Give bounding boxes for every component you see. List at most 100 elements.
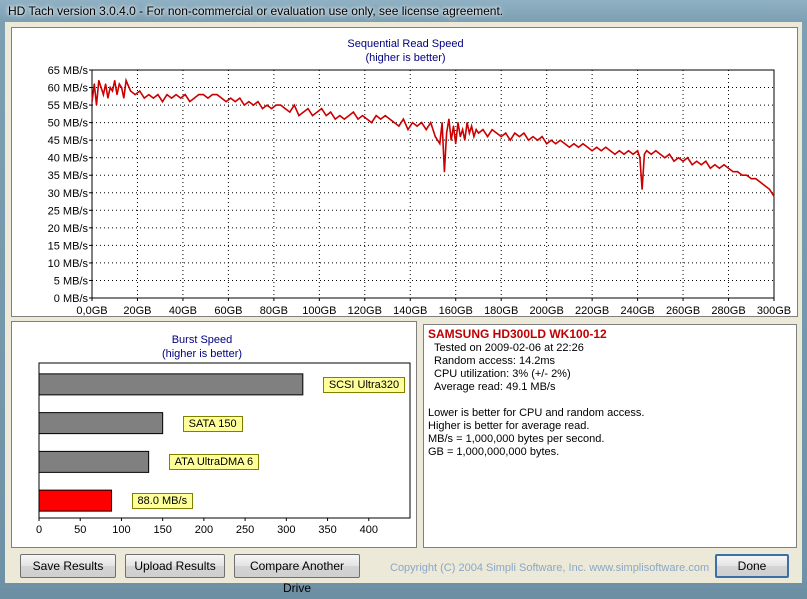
seq-read-data-point bbox=[452, 125, 455, 127]
seq-read-data-point bbox=[389, 118, 391, 120]
seq-read-data-point bbox=[646, 150, 648, 152]
seq-read-data-point bbox=[170, 97, 173, 99]
copyright-text: Copyright (C) 2004 Simpli Software, Inc.… bbox=[390, 562, 710, 574]
seq-y-tick-label: 55 MB/s bbox=[48, 100, 89, 112]
seq-read-data-point bbox=[134, 93, 136, 96]
seq-read-data-point bbox=[746, 174, 748, 176]
seq-read-data-point bbox=[559, 139, 561, 141]
seq-x-tick-label: 300GB bbox=[757, 305, 791, 316]
seq-y-tick-label: 15 MB/s bbox=[48, 240, 89, 252]
seq-y-tick-label: 35 MB/s bbox=[48, 170, 89, 182]
seq-read-data-point bbox=[532, 136, 534, 138]
burst-reference-bar bbox=[38, 412, 164, 435]
window-title: HD Tach version 3.0.4.0 - For non-commer… bbox=[8, 4, 504, 18]
seq-read-data-point bbox=[252, 104, 255, 106]
seq-y-tick-label: 45 MB/s bbox=[48, 135, 89, 147]
seq-read-data-point bbox=[125, 79, 127, 82]
seq-read-data-point bbox=[380, 118, 382, 120]
seq-read-data-point bbox=[366, 118, 368, 120]
seq-read-data-point bbox=[411, 122, 414, 124]
seq-read-data-point bbox=[266, 104, 268, 106]
seq-read-data-point bbox=[441, 122, 443, 124]
upload-results-button[interactable]: Upload Results bbox=[125, 554, 225, 578]
seq-y-tick-label: 5 MB/s bbox=[54, 275, 89, 287]
seq-read-data-point bbox=[93, 83, 95, 85]
seq-read-data-point bbox=[100, 86, 102, 89]
seq-read-data-point bbox=[157, 93, 159, 96]
seq-read-data-point bbox=[496, 132, 498, 134]
seq-read-data-point bbox=[184, 93, 186, 96]
seq-read-data-point bbox=[509, 139, 511, 141]
done-button[interactable]: Done bbox=[715, 554, 789, 578]
seq-x-tick-label: 160GB bbox=[439, 305, 473, 316]
seq-read-data-point bbox=[627, 150, 630, 152]
seq-read-data-point bbox=[243, 104, 245, 106]
seq-read-data-point bbox=[768, 188, 771, 190]
seq-read-data-point bbox=[687, 157, 689, 159]
seq-read-data-point bbox=[371, 122, 373, 124]
burst-x-tick-label: 200 bbox=[195, 524, 213, 536]
seq-read-data-point bbox=[225, 100, 227, 103]
sequential-read-chart: 0 MB/s 5 MB/s 10 MB/s 15 MB/s 20 MB/s 25 MB/s… bbox=[48, 65, 791, 316]
seq-read-data-point bbox=[582, 143, 584, 145]
burst-x-tick-label: 100 bbox=[112, 524, 130, 536]
seq-read-data-point bbox=[514, 132, 516, 134]
title-bar[interactable]: HD Tach version 3.0.4.0 - For non-commer… bbox=[0, 0, 807, 22]
seq-read-data-point bbox=[220, 97, 223, 99]
seq-read-data-point bbox=[375, 115, 377, 117]
seq-read-data-point bbox=[741, 174, 743, 176]
seq-read-data-point bbox=[586, 146, 589, 148]
seq-read-data-point bbox=[198, 93, 200, 96]
seq-read-data-point bbox=[261, 107, 264, 110]
seq-read-data-point bbox=[605, 146, 607, 148]
seq-read-data-point bbox=[639, 157, 641, 159]
seq-read-data-point bbox=[723, 164, 725, 166]
burst-bar-label: ATA UltraDMA 6 bbox=[168, 454, 260, 471]
seq-read-data-point bbox=[421, 122, 423, 124]
seq-read-data-point bbox=[518, 136, 520, 138]
client-area: Sequential Read Speed (higher is better)… bbox=[5, 22, 802, 595]
seq-x-tick-label: 260GB bbox=[666, 305, 700, 316]
seq-read-data-point bbox=[541, 136, 543, 138]
burst-reference-bar bbox=[38, 450, 150, 473]
seq-read-data-point bbox=[705, 160, 707, 162]
seq-read-data-point bbox=[257, 100, 259, 103]
seq-x-tick-label: 40GB bbox=[169, 305, 197, 316]
seq-read-data-point bbox=[596, 146, 598, 148]
seq-read-data-point bbox=[659, 153, 661, 155]
compare-another-drive-button[interactable]: Compare Another Drive bbox=[234, 554, 360, 595]
seq-read-data-point bbox=[123, 97, 125, 99]
seq-read-data-point bbox=[668, 153, 671, 155]
seq-x-tick-label: 100GB bbox=[302, 305, 336, 316]
seq-read-data-point bbox=[614, 153, 616, 155]
seq-read-data-point bbox=[343, 118, 345, 120]
seq-read-data-point bbox=[302, 111, 305, 113]
seq-read-data-point bbox=[166, 93, 168, 96]
seq-y-tick-label: 25 MB/s bbox=[48, 205, 89, 217]
seq-read-data-point bbox=[357, 118, 359, 120]
seq-read-data-point bbox=[443, 171, 445, 173]
burst-x-tick-label: 300 bbox=[277, 524, 295, 536]
seq-read-data-point bbox=[446, 132, 448, 134]
seq-read-data-point bbox=[102, 93, 104, 96]
seq-read-data-point bbox=[471, 125, 473, 127]
seq-read-data-point bbox=[398, 125, 400, 127]
seq-read-data-point bbox=[334, 118, 336, 120]
seq-read-data-point bbox=[623, 153, 625, 155]
seq-read-data-point bbox=[114, 79, 116, 82]
seq-read-data-point bbox=[175, 93, 177, 96]
seq-y-tick-label: 10 MB/s bbox=[48, 258, 89, 270]
seq-y-tick-label: 30 MB/s bbox=[48, 188, 89, 200]
seq-read-data-point bbox=[600, 150, 602, 152]
save-results-button[interactable]: Save Results bbox=[20, 554, 116, 578]
seq-x-tick-label: 220GB bbox=[575, 305, 609, 316]
seq-read-data-point bbox=[577, 146, 580, 148]
burst-drive-bar bbox=[38, 489, 113, 512]
seq-read-data-point bbox=[714, 164, 716, 166]
seq-chart-title: Sequential Read Speed bbox=[347, 38, 464, 50]
seq-x-tick-label: 0,0GB bbox=[76, 305, 107, 316]
burst-x-tick-label: 150 bbox=[153, 524, 171, 536]
seq-read-data-point bbox=[393, 122, 395, 124]
seq-read-data-point bbox=[111, 90, 114, 92]
seq-read-data-point bbox=[284, 107, 286, 110]
